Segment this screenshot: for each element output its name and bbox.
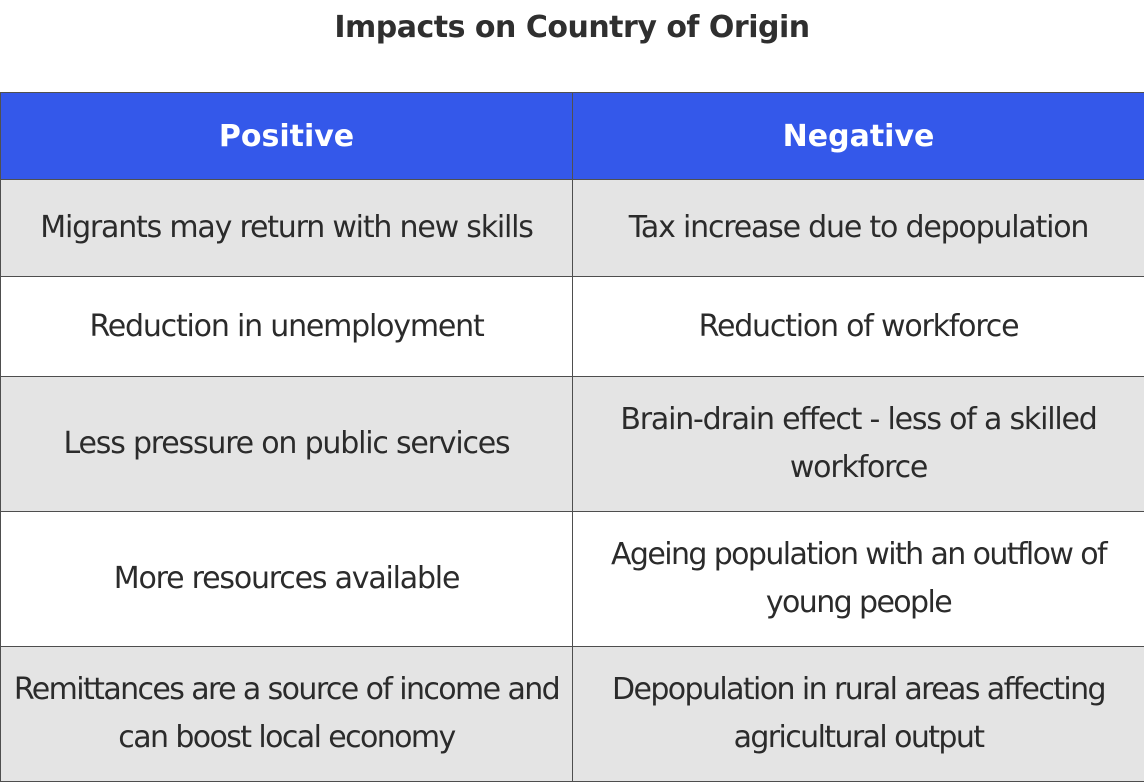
positive-cell: Migrants may return with new skills [1, 180, 573, 277]
page-title: Impacts on Country of Origin [0, 6, 1144, 50]
table-row: Reduction in unemployment Reduction of w… [1, 277, 1144, 377]
table-body: Migrants may return with new skills Tax … [1, 180, 1144, 782]
negative-cell: Tax increase due to depopulation [573, 180, 1144, 277]
positive-cell: Remittances are a source of income and c… [1, 647, 573, 782]
negative-cell: Reduction of workforce [573, 277, 1144, 377]
positive-cell: Reduction in unemployment [1, 277, 573, 377]
positive-cell: Less pressure on public services [1, 377, 573, 512]
table-row: Less pressure on public services Brain-d… [1, 377, 1144, 512]
negative-cell: Ageing population with an outflow of you… [573, 512, 1144, 647]
negative-cell: Brain-drain effect - less of a skilled w… [573, 377, 1144, 512]
column-header-positive: Positive [1, 93, 573, 180]
table-row: Migrants may return with new skills Tax … [1, 180, 1144, 277]
header-row: Positive Negative [1, 93, 1144, 180]
table-row: More resources available Ageing populati… [1, 512, 1144, 647]
positive-cell: More resources available [1, 512, 573, 647]
negative-cell: Depopulation in rural areas affecting ag… [573, 647, 1144, 782]
table-header: Positive Negative [1, 93, 1144, 180]
impacts-table: Positive Negative Migrants may return wi… [0, 92, 1144, 782]
column-header-negative: Negative [573, 93, 1144, 180]
table-row: Remittances are a source of income and c… [1, 647, 1144, 782]
